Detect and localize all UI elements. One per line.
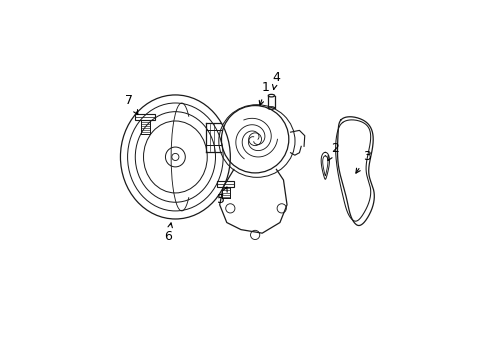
Text: 7: 7 bbox=[125, 94, 138, 114]
Bar bbox=[135, 114, 155, 120]
Text: 1: 1 bbox=[259, 81, 269, 105]
Text: 5: 5 bbox=[217, 187, 227, 206]
Text: 4: 4 bbox=[272, 71, 280, 90]
Text: 3: 3 bbox=[355, 150, 370, 173]
Circle shape bbox=[171, 153, 179, 161]
Bar bbox=[217, 181, 234, 187]
Text: 6: 6 bbox=[164, 223, 172, 243]
Text: 2: 2 bbox=[327, 141, 338, 161]
